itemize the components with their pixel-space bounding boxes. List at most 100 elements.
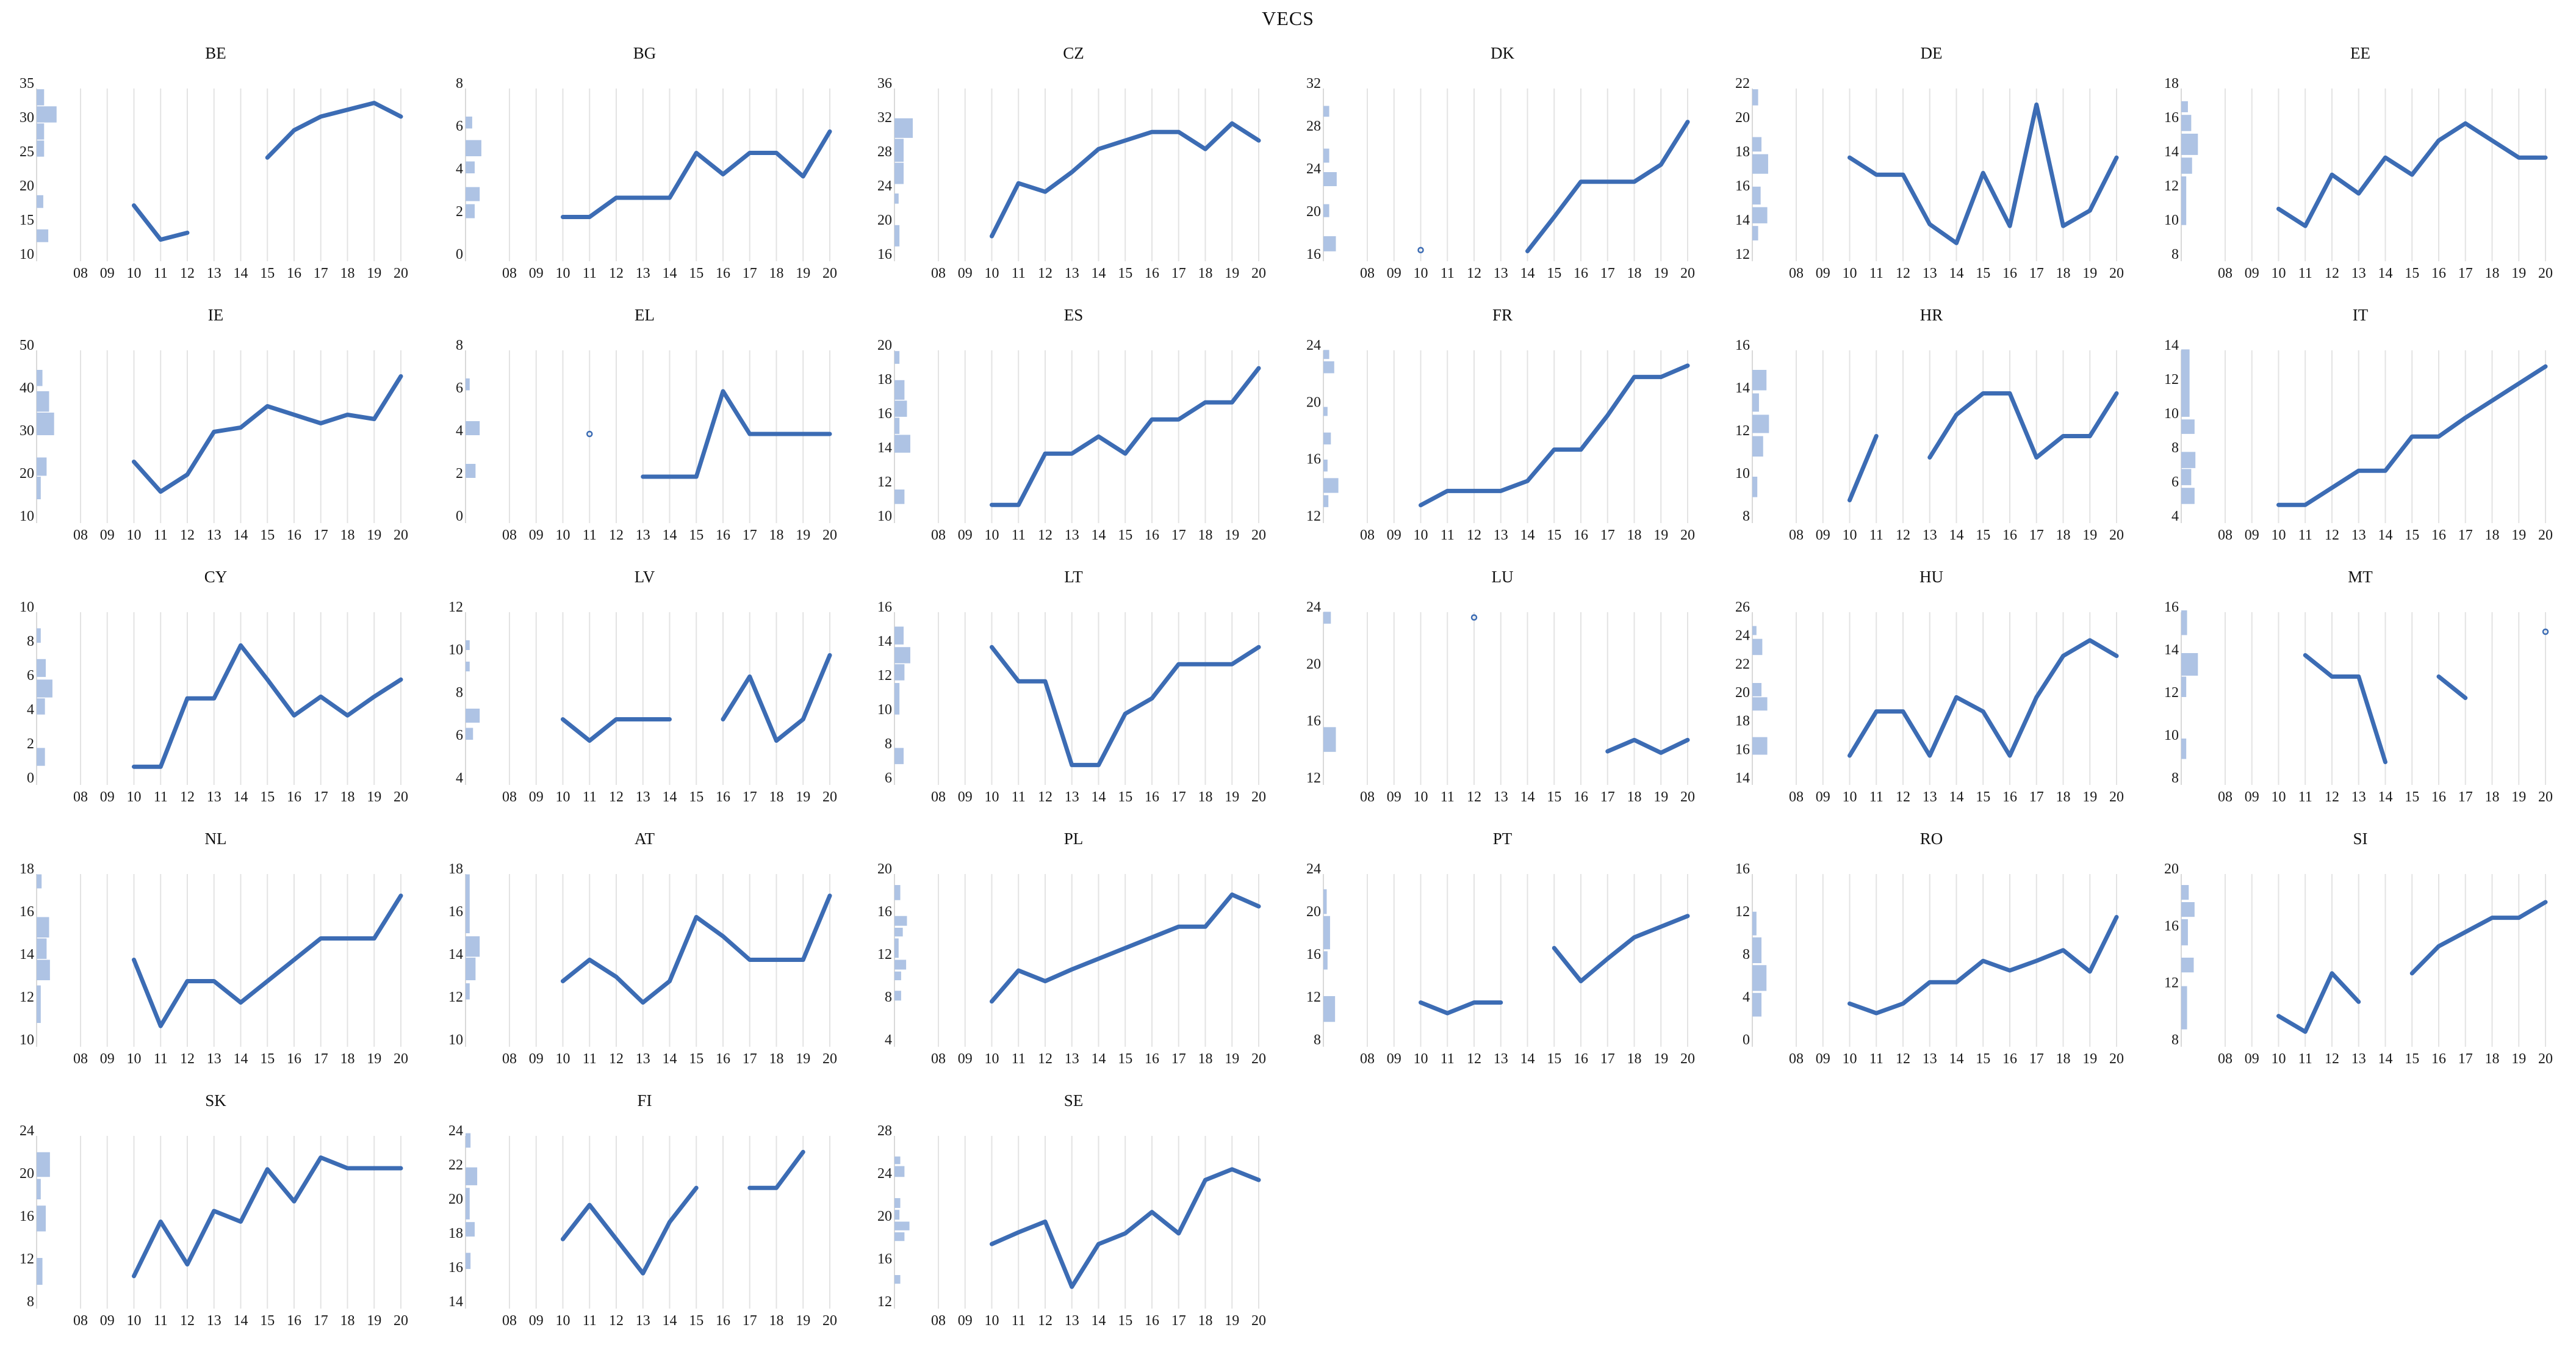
marginal-histogram — [1323, 612, 1336, 785]
svg-text:16: 16 — [877, 904, 892, 920]
svg-text:12: 12 — [1896, 266, 1910, 281]
svg-text:20: 20 — [1680, 266, 1695, 281]
svg-text:24: 24 — [877, 1166, 892, 1182]
svg-text:18: 18 — [1198, 266, 1213, 281]
subplot-title: PT — [1492, 829, 1513, 848]
svg-text:11: 11 — [1441, 266, 1455, 281]
svg-text:12: 12 — [877, 668, 892, 684]
svg-text:14: 14 — [2378, 1051, 2393, 1067]
svg-text:15: 15 — [1547, 789, 1561, 805]
svg-text:16: 16 — [1574, 527, 1588, 543]
svg-text:15: 15 — [1976, 527, 1990, 543]
svg-text:14: 14 — [877, 634, 892, 649]
svg-text:17: 17 — [743, 789, 757, 805]
svg-text:15: 15 — [1118, 266, 1132, 281]
svg-text:17: 17 — [1171, 527, 1186, 543]
svg-text:20: 20 — [20, 178, 34, 194]
svg-text:17: 17 — [314, 527, 328, 543]
y-axis-ticks: 10 12 14 16 18 20 — [877, 338, 892, 524]
svg-text:36: 36 — [877, 76, 892, 92]
svg-text:17: 17 — [2458, 266, 2473, 281]
gridlines — [1367, 89, 1688, 261]
svg-text:17: 17 — [314, 1313, 328, 1329]
svg-text:13: 13 — [1494, 266, 1508, 281]
svg-text:18: 18 — [769, 1313, 784, 1329]
y-axis-ticks: 4 6 8 10 12 — [448, 599, 463, 786]
svg-text:16: 16 — [1574, 789, 1588, 805]
svg-text:17: 17 — [1171, 1051, 1186, 1067]
svg-text:16: 16 — [716, 1051, 730, 1067]
svg-text:10: 10 — [985, 266, 999, 281]
svg-text:15: 15 — [689, 789, 703, 805]
svg-text:17: 17 — [1600, 266, 1615, 281]
svg-text:14: 14 — [1520, 266, 1535, 281]
svg-text:24: 24 — [1306, 599, 1321, 615]
svg-text:20: 20 — [2538, 789, 2553, 805]
panels-grid: BE 10 15 20 25 30 35 08 09 10 11 12 13 14 15 16 17 18 19 20… — [1, 37, 2575, 1346]
svg-text:20: 20 — [822, 266, 837, 281]
x-axis-ticks: 08 09 10 11 12 13 14 15 16 17 18 19 20 — [931, 1313, 1266, 1329]
x-axis-ticks: 08 09 10 11 12 13 14 15 16 17 18 19 20 — [502, 789, 837, 805]
svg-text:09: 09 — [1816, 527, 1830, 543]
svg-text:20: 20 — [2109, 266, 2124, 281]
svg-text:26: 26 — [1735, 599, 1750, 615]
svg-text:19: 19 — [1225, 789, 1239, 805]
marginal-histogram — [36, 612, 52, 785]
svg-text:15: 15 — [689, 1051, 703, 1067]
svg-text:18: 18 — [340, 1051, 355, 1067]
subplot-lv: LV 4 6 8 10 12 08 09 10 11 12 13 14 15 16 17 18 19 20 — [430, 560, 859, 822]
data-line — [1419, 914, 1690, 1016]
svg-text:19: 19 — [1653, 789, 1668, 805]
svg-text:18: 18 — [1198, 1051, 1213, 1067]
svg-text:10: 10 — [556, 527, 570, 543]
svg-text:19: 19 — [796, 1313, 810, 1329]
svg-text:09: 09 — [2245, 266, 2259, 281]
svg-text:16: 16 — [877, 599, 892, 615]
svg-text:19: 19 — [367, 527, 381, 543]
svg-text:10: 10 — [1414, 789, 1428, 805]
svg-text:10: 10 — [1735, 466, 1750, 482]
svg-text:16: 16 — [2164, 110, 2179, 126]
svg-text:09: 09 — [529, 266, 544, 281]
data-line — [990, 366, 1261, 507]
marginal-histogram — [1323, 89, 1337, 261]
gridlines — [2225, 350, 2546, 523]
y-axis-ticks: 8 10 12 14 16 — [2164, 599, 2179, 786]
svg-text:24: 24 — [1306, 338, 1321, 353]
data-line — [2303, 628, 2549, 764]
svg-text:35: 35 — [20, 76, 34, 92]
y-axis-ticks: 10 15 20 25 30 35 — [20, 76, 34, 262]
svg-text:11: 11 — [1869, 1051, 1883, 1067]
svg-text:10: 10 — [127, 266, 142, 281]
data-line — [561, 129, 832, 219]
svg-text:17: 17 — [743, 1313, 757, 1329]
svg-text:10: 10 — [985, 1051, 999, 1067]
svg-text:11: 11 — [154, 1313, 168, 1329]
svg-text:20: 20 — [20, 466, 34, 482]
svg-text:19: 19 — [1653, 1051, 1668, 1067]
subplot-title: SE — [1063, 1091, 1084, 1110]
x-axis-ticks: 08 09 10 11 12 13 14 15 16 17 18 19 20 — [1789, 527, 2124, 543]
chart-title: VECS — [1262, 7, 1314, 29]
svg-text:12: 12 — [20, 1251, 34, 1267]
svg-text:08: 08 — [1789, 1051, 1804, 1067]
data-line — [1847, 638, 2119, 758]
svg-text:10: 10 — [2164, 212, 2179, 228]
svg-text:20: 20 — [877, 212, 892, 228]
svg-text:14: 14 — [1735, 380, 1750, 396]
svg-text:11: 11 — [154, 1051, 168, 1067]
svg-text:17: 17 — [1600, 789, 1615, 805]
subplot-canvas: 12 16 20 24 08 09 10 11 12 13 14 15 16 17 18 19 20 — [1306, 599, 1695, 805]
svg-text:15: 15 — [1547, 1051, 1561, 1067]
svg-text:11: 11 — [1869, 527, 1883, 543]
gridlines — [938, 1136, 1259, 1309]
svg-text:18: 18 — [2485, 527, 2500, 543]
svg-text:15: 15 — [260, 266, 275, 281]
subplot-at: AT 10 12 14 16 18 08 09 10 11 12 13 14 15 16 17 18 19 20 — [430, 822, 859, 1084]
svg-text:11: 11 — [583, 527, 597, 543]
svg-text:08: 08 — [502, 266, 517, 281]
data-line — [2276, 121, 2548, 228]
subplot-hr: HR 8 10 12 14 16 08 09 10 11 12 13 14 15 16 17 18 19 20 — [1717, 298, 2146, 560]
gridlines — [2225, 89, 2546, 261]
data-line — [990, 121, 1261, 239]
